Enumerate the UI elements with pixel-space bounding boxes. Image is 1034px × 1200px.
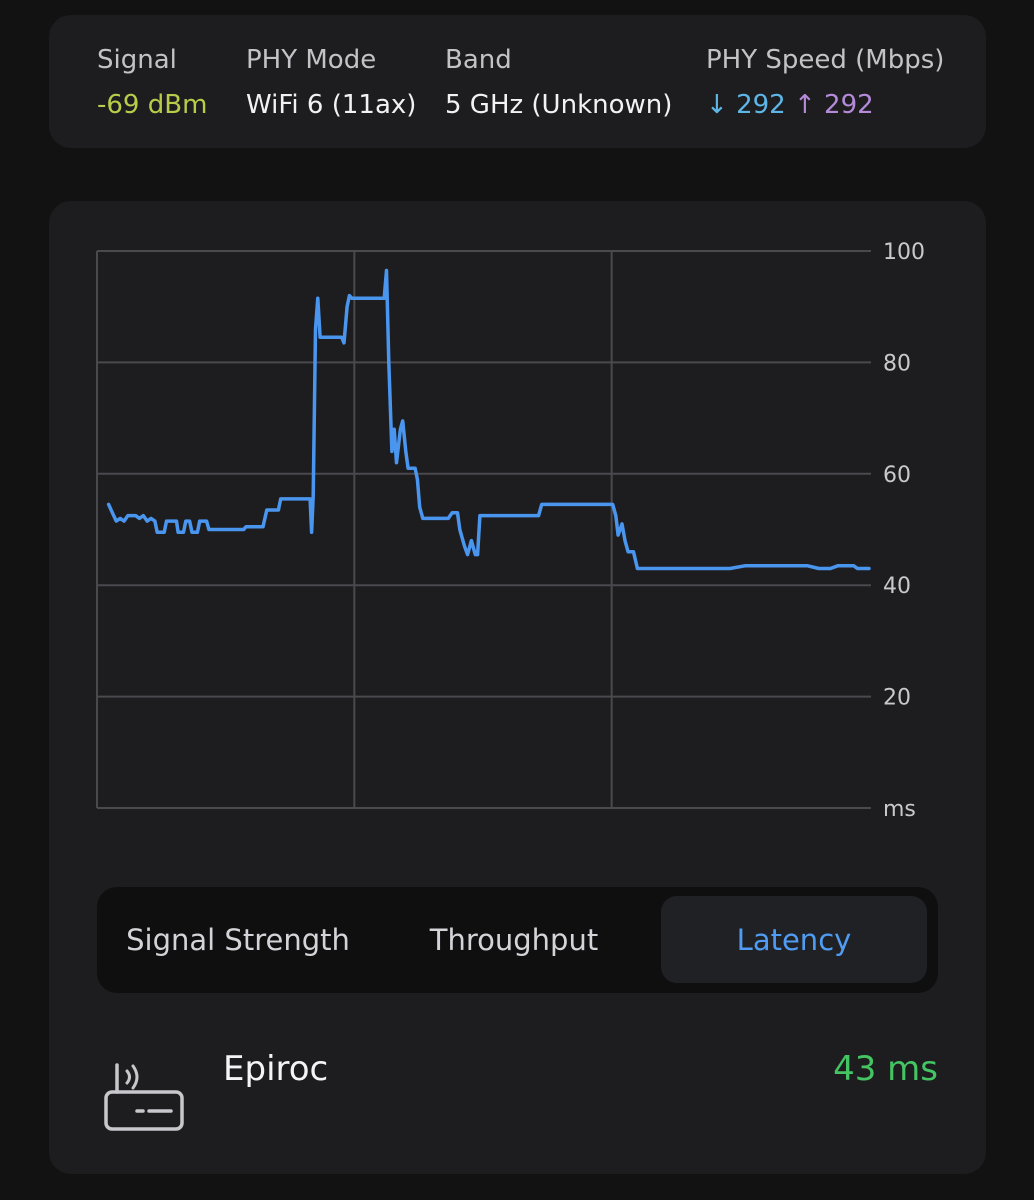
tab-latency[interactable]: Latency <box>661 896 927 983</box>
y-tick-label: 60 <box>883 463 911 488</box>
latency-chart-card: 100 80 60 40 20 ms Signal Strength Throughput… <box>49 201 986 1174</box>
chart-mode-tabs: Signal Strength Throughput Latency <box>97 887 938 993</box>
latency-series-line <box>106 268 871 571</box>
y-tick-label: 40 <box>883 574 911 599</box>
y-tick-label: 80 <box>883 351 911 376</box>
latency-value: 43 ms <box>833 1049 938 1089</box>
signal-stat: Signal -69 dBm <box>97 43 207 122</box>
y-tick-label: 100 <box>883 240 925 265</box>
download-arrow-icon: ↓ <box>706 90 728 120</box>
phy-mode-label: PHY Mode <box>246 45 377 75</box>
latency-chart: 100 80 60 40 20 ms <box>96 240 925 822</box>
signal-value: -69 dBm <box>97 90 208 120</box>
upload-arrow-icon: ↑ <box>793 90 816 120</box>
y-tick-label: ms <box>883 797 916 822</box>
band-stat: Band 5 GHz (Unknown) <box>445 43 672 122</box>
router-icon <box>104 1063 184 1131</box>
signal-label: Signal <box>97 45 177 75</box>
network-name: Epiroc <box>223 1049 329 1089</box>
band-value: 5 GHz (Unknown) <box>445 90 673 120</box>
tab-signal-strength[interactable]: Signal Strength <box>126 922 350 957</box>
phy-speed-stat: PHY Speed (Mbps) ↓ 292 ↑ 292 <box>706 43 944 122</box>
band-label: Band <box>445 45 512 75</box>
phy-mode-value: WiFi 6 (11ax) <box>246 90 417 120</box>
y-tick-label: 20 <box>883 686 911 711</box>
tab-throughput[interactable]: Throughput <box>429 922 599 957</box>
phy-speed-label: PHY Speed (Mbps) <box>706 45 945 75</box>
upload-speed-value: 292 <box>824 90 874 120</box>
phy-mode-stat: PHY Mode WiFi 6 (11ax) <box>246 43 416 122</box>
download-speed-value: 292 <box>736 90 786 120</box>
phy-speed-values: ↓ 292 ↑ 292 <box>706 88 944 122</box>
connection-info-card: Signal -69 dBm PHY Mode WiFi 6 (11ax) Ba… <box>49 15 986 148</box>
